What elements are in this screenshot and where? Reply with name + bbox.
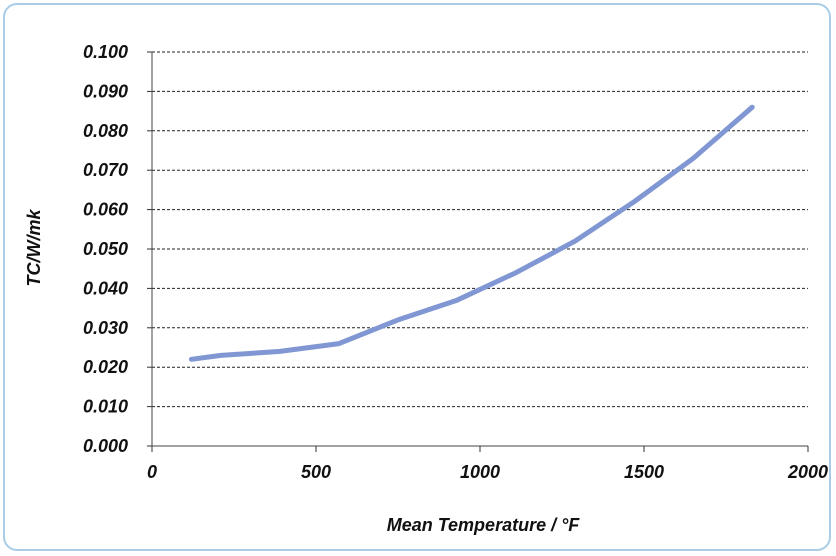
y-tick-label: 0.100 bbox=[83, 42, 128, 62]
x-axis-tick-labels: 0 500 1000 1500 2000 bbox=[147, 462, 828, 482]
x-tick-label: 2000 bbox=[787, 462, 828, 482]
y-axis-title: TC/W/mk bbox=[24, 209, 44, 287]
y-tick-label: 0.000 bbox=[83, 436, 128, 456]
chart-frame bbox=[3, 3, 831, 551]
y-tick-label: 0.010 bbox=[83, 397, 128, 417]
y-tick-label: 0.020 bbox=[83, 357, 128, 377]
y-tick-label: 0.090 bbox=[83, 81, 128, 101]
y-tick-label: 0.030 bbox=[83, 318, 128, 338]
series-line bbox=[188, 104, 755, 362]
x-tick-label: 1000 bbox=[460, 462, 500, 482]
y-tick-label: 0.050 bbox=[83, 239, 128, 259]
y-tick-label: 0.040 bbox=[83, 278, 128, 298]
y-axis-tick-labels: 0.000 0.010 0.020 0.030 0.040 0.050 0.060 0.070… bbox=[83, 42, 128, 456]
series-group bbox=[188, 104, 755, 362]
y-tick-label: 0.080 bbox=[83, 121, 128, 141]
grid-lines bbox=[152, 51, 808, 408]
y-tick-label: 0.060 bbox=[83, 200, 128, 220]
x-tick-label: 0 bbox=[147, 462, 157, 482]
axes bbox=[147, 51, 809, 452]
x-tick-label: 1500 bbox=[624, 462, 664, 482]
y-tick-label: 0.070 bbox=[83, 160, 128, 180]
x-axis-title: Mean Temperature / °F bbox=[387, 515, 581, 535]
x-tick-label: 500 bbox=[301, 462, 331, 482]
